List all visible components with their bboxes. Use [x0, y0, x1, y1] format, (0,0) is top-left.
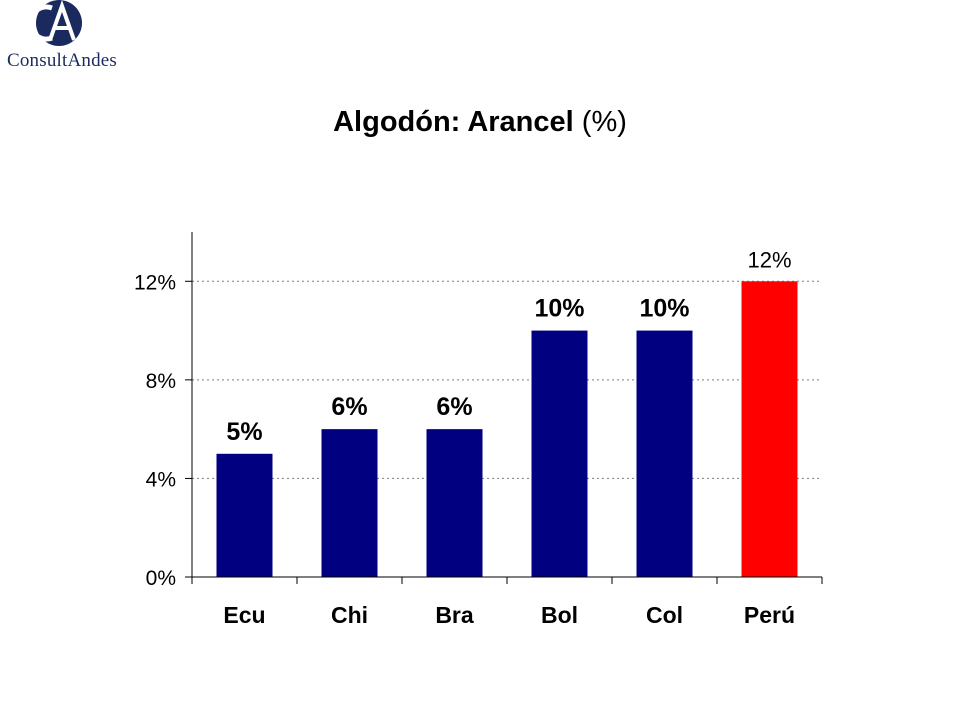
chart-title-suffix: (%): [581, 106, 627, 138]
chart-title-main: Algodón: Arancel: [333, 106, 574, 138]
data-label: 5%: [226, 418, 262, 446]
y-tick-label: 4%: [146, 468, 176, 491]
y-tick-label: 0%: [146, 567, 176, 590]
data-label: 10%: [534, 295, 584, 323]
labels: 0% 4% 8% 12% 5% Ecu 6% Chi 6% Bra 10% Bol 10% Col 12% P…: [134, 247, 795, 628]
bar: [741, 281, 798, 577]
bar: [321, 429, 378, 577]
consultandes-logo: ConsultAndes: [0, 0, 130, 76]
axes: [185, 232, 823, 584]
x-tick-label: Bol: [541, 602, 578, 628]
y-tick-label: 8%: [146, 370, 176, 393]
bar: [531, 330, 588, 577]
data-label: 6%: [436, 393, 472, 421]
chart-title: Algodón: Arancel (%): [0, 106, 960, 139]
bar: [426, 429, 483, 577]
data-label: 12%: [747, 247, 791, 272]
logo-emblem-icon: [28, 0, 82, 46]
x-tick-label: Perú: [744, 602, 795, 628]
y-tick-label: 12%: [134, 271, 176, 294]
x-tick-label: Bra: [435, 602, 474, 628]
logo-wordmark: ConsultAndes: [6, 50, 118, 71]
bar: [216, 453, 273, 577]
data-label: 6%: [331, 393, 367, 421]
data-label: 10%: [639, 295, 689, 323]
x-tick-label: Col: [646, 602, 683, 628]
bars: [216, 281, 798, 577]
x-tick-label: Ecu: [223, 602, 265, 628]
gridlines: [192, 280, 822, 479]
x-tick-label: Chi: [331, 602, 368, 628]
bar: [636, 330, 693, 577]
